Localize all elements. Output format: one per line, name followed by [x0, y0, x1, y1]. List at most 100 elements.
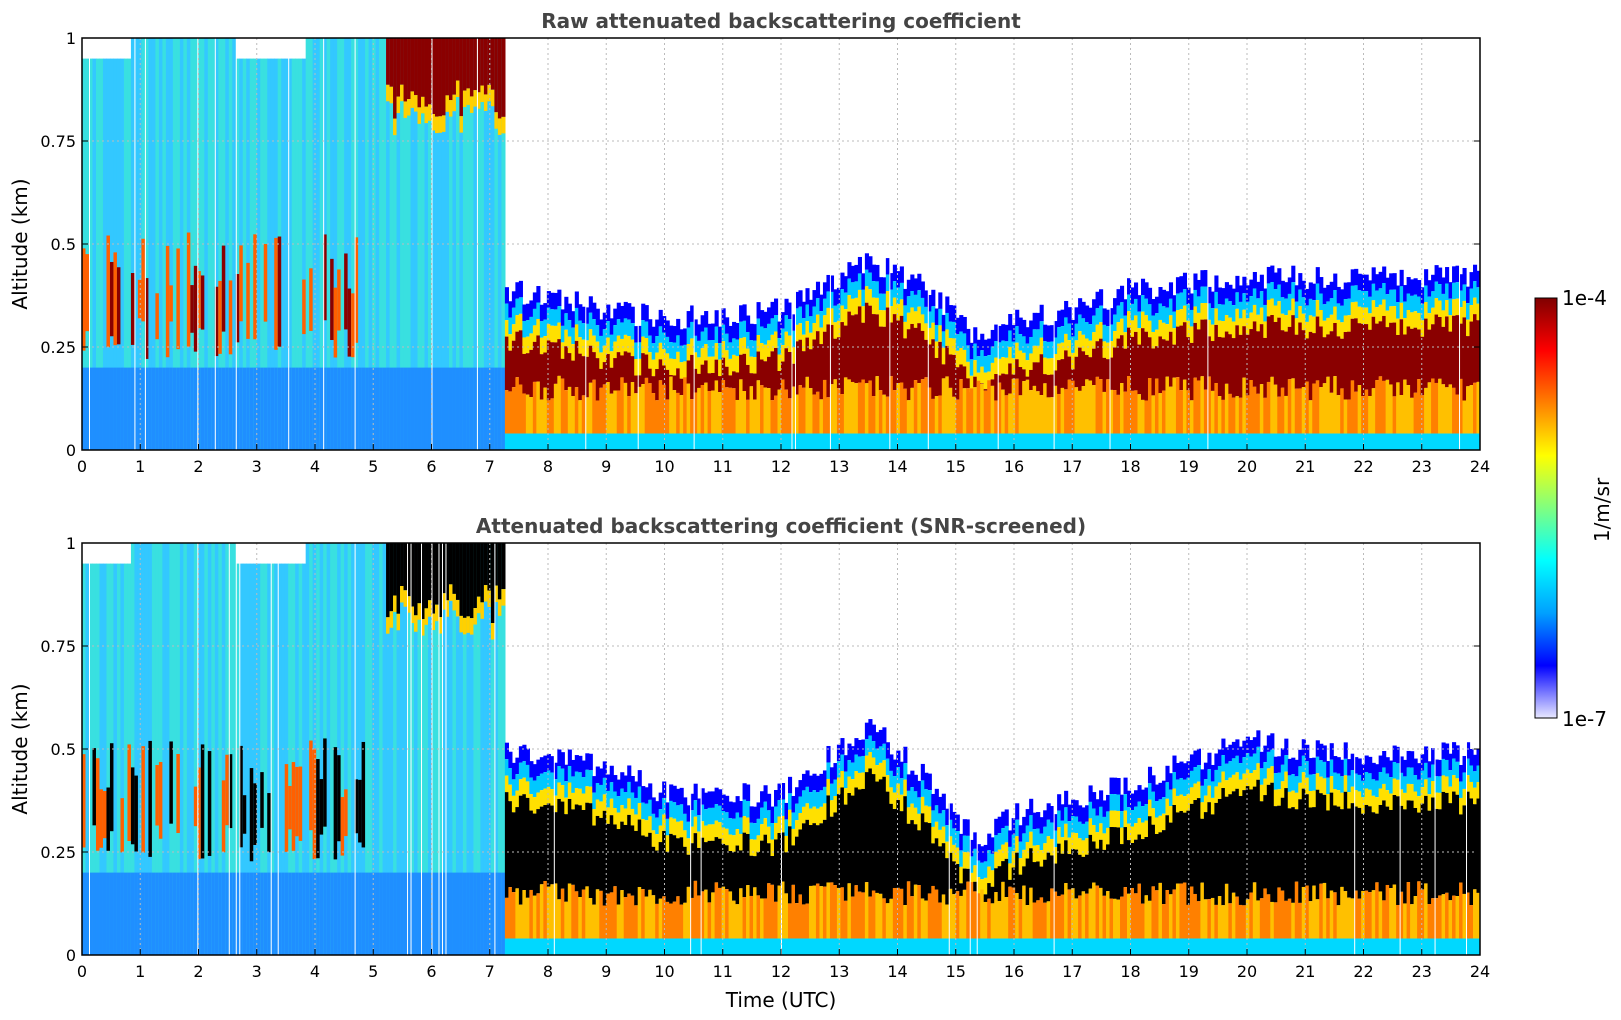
- heatmap-column: [1441, 742, 1446, 955]
- heatmap-cell: [1172, 311, 1177, 329]
- heatmap-cell: [1120, 285, 1125, 303]
- heatmap-cell: [1144, 787, 1149, 805]
- heatmap-column: [106, 58, 111, 450]
- heatmap-cell: [697, 895, 702, 939]
- heatmap-cell: [1368, 789, 1373, 807]
- heatmap-cell: [1182, 938, 1188, 955]
- heatmap-cell: [344, 367, 349, 450]
- heatmap-column: [1053, 543, 1058, 955]
- heatmap-cell: [973, 865, 978, 882]
- heatmap-cell: [389, 543, 394, 612]
- heatmap-cell: [742, 304, 747, 321]
- heatmap-cell: [857, 891, 862, 939]
- heatmap-cell: [1235, 772, 1240, 789]
- heatmap-cell: [815, 281, 821, 299]
- heatmap-cell: [878, 729, 883, 747]
- heatmap-column: [483, 38, 489, 450]
- heatmap-cell: [1441, 894, 1446, 939]
- heatmap-column: [438, 543, 443, 955]
- heatmap-column: [1354, 543, 1359, 955]
- heatmap-cell: [462, 38, 468, 450]
- heatmap-cell: [536, 759, 541, 777]
- heatmap-cell: [623, 351, 628, 383]
- heatmap-column: [885, 258, 890, 450]
- heatmap-cell: [200, 367, 205, 450]
- heatmap-cell: [1140, 789, 1146, 807]
- heatmap-cell: [983, 901, 988, 939]
- heatmap-cell: [1294, 301, 1299, 319]
- heatmap-cell: [1081, 938, 1086, 955]
- heatmap-cell: [1270, 376, 1275, 434]
- heatmap-cell: [1245, 285, 1250, 302]
- heatmap-cell: [302, 563, 307, 955]
- heatmap-cell: [193, 367, 198, 450]
- heatmap-cell: [829, 882, 835, 939]
- heatmap-cell: [550, 325, 555, 343]
- heatmap-cell: [1001, 881, 1006, 939]
- heatmap-cell: [721, 810, 726, 828]
- heatmap-cell: [1074, 833, 1079, 850]
- heatmap-cell: [840, 771, 845, 788]
- heatmap-column: [627, 765, 632, 955]
- heatmap-cell: [116, 563, 122, 955]
- heatmap-cell: [400, 367, 405, 450]
- heatmap-cell: [1036, 312, 1041, 330]
- heatmap-cell: [207, 751, 212, 856]
- heatmap-cell: [655, 433, 660, 450]
- heatmap-cell: [1326, 433, 1331, 450]
- heatmap-cell: [1161, 322, 1167, 340]
- x-tick-label: 24: [1470, 457, 1490, 476]
- heatmap-gap: [693, 38, 695, 450]
- heatmap-cell: [1403, 809, 1408, 904]
- heatmap-cell: [462, 872, 468, 955]
- heatmap-cell: [550, 756, 555, 773]
- panel-raw-ylabel: Altitude (km): [8, 178, 32, 309]
- heatmap-cell: [959, 433, 964, 450]
- heatmap-cell: [962, 889, 967, 939]
- heatmap-cell: [1154, 890, 1160, 939]
- heatmap-cell: [798, 339, 803, 386]
- heatmap-cell: [1277, 805, 1282, 888]
- heatmap-cell: [1179, 810, 1184, 884]
- heatmap-cell: [1417, 779, 1422, 797]
- heatmap-column: [536, 759, 541, 955]
- heatmap-cell: [1329, 331, 1334, 393]
- heatmap-column: [1228, 284, 1233, 450]
- heatmap-cell: [1312, 433, 1317, 450]
- heatmap-cell: [1102, 895, 1107, 939]
- heatmap-cell: [1050, 341, 1055, 359]
- heatmap-cell: [550, 789, 555, 806]
- heatmap-cell: [941, 378, 946, 434]
- heatmap-cell: [602, 433, 607, 450]
- heatmap-cell: [976, 433, 981, 450]
- heatmap-cell: [812, 394, 817, 434]
- heatmap-cell: [1249, 329, 1254, 380]
- heatmap-cell: [1420, 336, 1425, 396]
- heatmap-cell: [1081, 433, 1086, 450]
- heatmap-cell: [1434, 281, 1439, 299]
- heatmap-cell: [913, 278, 918, 295]
- heatmap-column: [815, 281, 821, 450]
- heatmap-gap: [134, 38, 136, 450]
- heatmap-cell: [595, 938, 600, 955]
- heatmap-cell: [421, 619, 426, 636]
- heatmap-cell: [1459, 290, 1464, 308]
- heatmap-cell: [1039, 938, 1044, 955]
- heatmap-column: [295, 58, 300, 450]
- heatmap-cell: [393, 118, 398, 136]
- heatmap-column: [1350, 753, 1355, 955]
- heatmap-cell: [1263, 337, 1268, 398]
- heatmap-cell: [683, 433, 688, 450]
- heatmap-cell: [483, 872, 489, 955]
- heatmap-cell: [1060, 853, 1065, 895]
- heatmap-cell: [1147, 433, 1153, 450]
- heatmap-cell: [868, 305, 873, 381]
- heatmap-cell: [616, 829, 621, 905]
- heatmap-cell: [693, 938, 698, 955]
- heatmap-cell: [966, 835, 971, 853]
- heatmap-cell: [1011, 834, 1016, 852]
- heatmap-cell: [1305, 381, 1310, 434]
- heatmap-column: [1270, 733, 1275, 955]
- heatmap-cell: [1092, 385, 1097, 434]
- heatmap-cell: [711, 807, 716, 825]
